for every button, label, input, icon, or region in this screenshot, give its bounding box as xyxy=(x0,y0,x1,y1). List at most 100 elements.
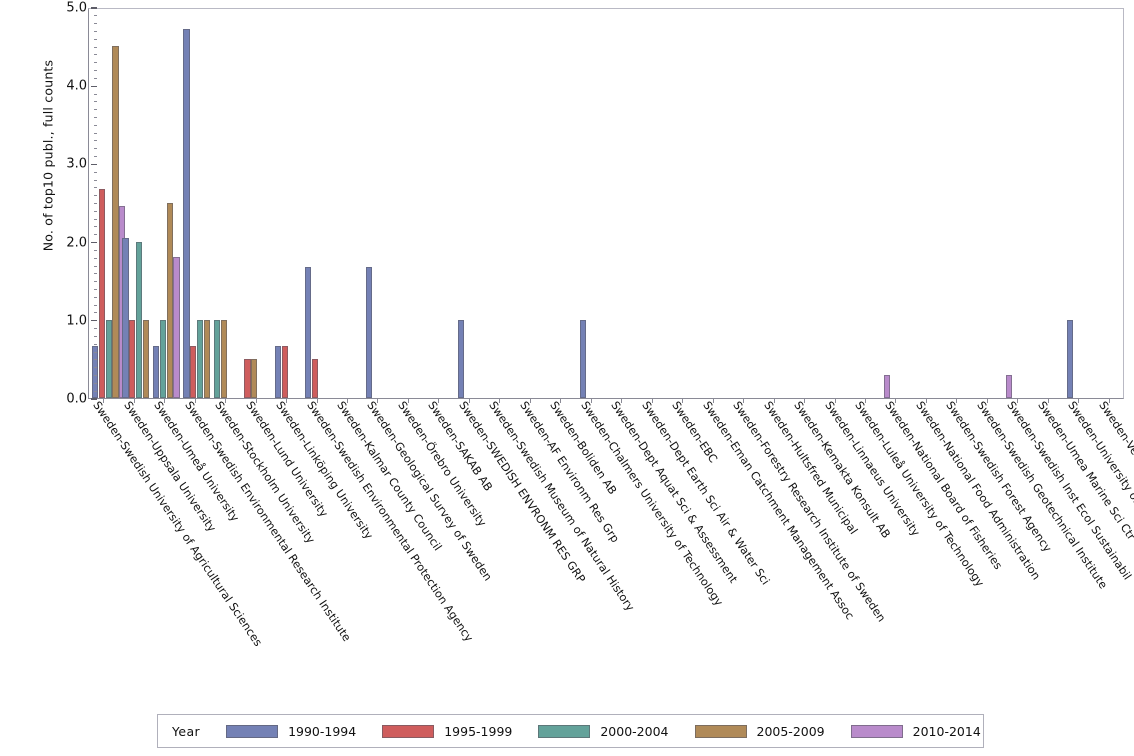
bar xyxy=(136,241,143,398)
y-axis-minor-tick xyxy=(93,77,97,79)
y-axis-minor-tick xyxy=(93,187,97,189)
x-axis-tick xyxy=(377,399,379,403)
legend-entry: 2005-2009 xyxy=(694,724,825,739)
legend-color-swatch xyxy=(538,724,591,738)
bar xyxy=(142,319,150,398)
y-axis-minor-tick xyxy=(93,62,97,64)
x-axis-tick xyxy=(895,399,897,403)
x-axis-tick xyxy=(103,399,105,403)
y-axis-major-tick xyxy=(91,398,97,400)
y-axis-minor-tick xyxy=(93,390,97,392)
legend-label: 1995-1999 xyxy=(444,723,513,739)
y-axis-minor-tick xyxy=(93,328,97,330)
y-axis-minor-tick xyxy=(93,312,97,314)
y-axis-minor-tick xyxy=(93,30,97,32)
y-axis-minor-tick xyxy=(93,234,97,236)
legend-entry: 1990-1994 xyxy=(226,724,356,739)
x-axis-tick xyxy=(590,399,592,403)
legend-entry: 2000-2004 xyxy=(538,723,669,739)
legend-color-swatch xyxy=(850,724,903,738)
x-axis-tick xyxy=(804,399,806,403)
y-axis-minor-tick xyxy=(93,226,97,228)
x-axis-tick xyxy=(773,399,775,403)
y-axis-major-tick xyxy=(91,320,97,322)
y-axis-minor-tick xyxy=(93,156,97,158)
bar xyxy=(173,257,180,398)
bar xyxy=(213,319,221,398)
bar xyxy=(220,319,227,398)
y-axis-minor-tick xyxy=(93,265,97,267)
bar xyxy=(244,358,251,398)
x-axis-tick xyxy=(286,399,288,403)
y-axis-minor-tick xyxy=(93,289,97,291)
y-axis-tick-label: 1.0 xyxy=(66,313,87,329)
y-axis-minor-tick xyxy=(93,109,97,111)
x-axis-tick xyxy=(834,399,836,403)
bar xyxy=(105,319,112,398)
plot-area xyxy=(88,8,1124,399)
y-axis-minor-tick xyxy=(93,179,97,181)
bar xyxy=(884,374,891,398)
y-axis-tick-label: 3.0 xyxy=(66,156,87,172)
y-axis-minor-tick xyxy=(93,367,97,369)
y-axis-title: No. of top10 publ., full counts xyxy=(40,59,56,252)
y-axis-minor-tick xyxy=(93,273,97,275)
y-axis-minor-tick xyxy=(93,70,97,72)
bar xyxy=(112,46,119,398)
bar xyxy=(1006,374,1013,398)
y-axis-minor-tick xyxy=(93,375,97,377)
y-axis-minor-tick xyxy=(93,15,97,17)
y-axis-major-tick xyxy=(91,7,97,9)
y-axis-minor-tick xyxy=(93,38,97,40)
legend-label: 2000-2004 xyxy=(600,723,669,739)
bar xyxy=(457,319,464,398)
y-axis-minor-tick xyxy=(93,101,97,103)
y-axis-minor-tick xyxy=(93,148,97,150)
y-axis-minor-tick xyxy=(93,335,97,337)
x-axis-tick-label: Sweden-Chalmers University of Technology xyxy=(577,399,726,609)
y-axis-minor-tick xyxy=(93,171,97,173)
legend-label: 2010-2014 xyxy=(912,723,981,739)
x-axis-tick-label: Sweden-Swedish Museum of Natural History xyxy=(486,399,638,614)
y-axis-minor-tick xyxy=(93,195,97,197)
x-axis-tick xyxy=(621,399,623,403)
bar xyxy=(274,345,281,398)
y-axis-minor-tick xyxy=(93,93,97,95)
bar xyxy=(98,189,105,398)
legend-entries: 1990-1994 1995-1999 2000-2004 2005-2009 2010… xyxy=(226,724,1007,739)
y-axis-minor-tick xyxy=(93,116,97,118)
x-axis-tick xyxy=(865,399,866,403)
bar xyxy=(183,28,190,398)
y-axis-minor-tick xyxy=(93,257,97,259)
y-axis-minor-tick xyxy=(93,203,97,204)
x-axis-tick xyxy=(438,399,440,403)
x-axis-tick xyxy=(1078,399,1080,403)
bars-container xyxy=(89,9,1123,398)
y-axis-minor-tick xyxy=(93,382,97,384)
x-axis-tick xyxy=(194,399,196,403)
x-axis-tick-labels: Sweden-Swedish University of Agricultura… xyxy=(88,399,1134,699)
legend-label: 1990-1994 xyxy=(288,723,357,739)
y-axis-minor-tick xyxy=(93,218,97,220)
x-axis-tick xyxy=(1108,399,1110,403)
x-axis-tick xyxy=(316,399,318,403)
y-axis-minor-tick xyxy=(93,359,97,361)
bar xyxy=(122,237,129,398)
legend-title: Year xyxy=(172,723,201,739)
x-axis-tick xyxy=(956,399,958,403)
legend-entry: 2010-2014 xyxy=(850,723,981,739)
y-axis-minor-tick xyxy=(93,351,97,353)
y-axis-minor-tick xyxy=(93,281,97,283)
y-axis-tick-label: 2.0 xyxy=(66,235,87,251)
x-axis-tick xyxy=(651,399,653,403)
bar xyxy=(197,319,204,398)
x-axis-tick xyxy=(407,399,409,403)
legend-color-swatch xyxy=(382,724,435,738)
bar xyxy=(281,345,288,398)
bar xyxy=(129,319,136,398)
x-axis-tick xyxy=(255,399,257,403)
y-axis-minor-tick xyxy=(93,249,97,251)
y-axis-minor-tick xyxy=(93,132,97,134)
x-axis-tick xyxy=(225,399,227,403)
